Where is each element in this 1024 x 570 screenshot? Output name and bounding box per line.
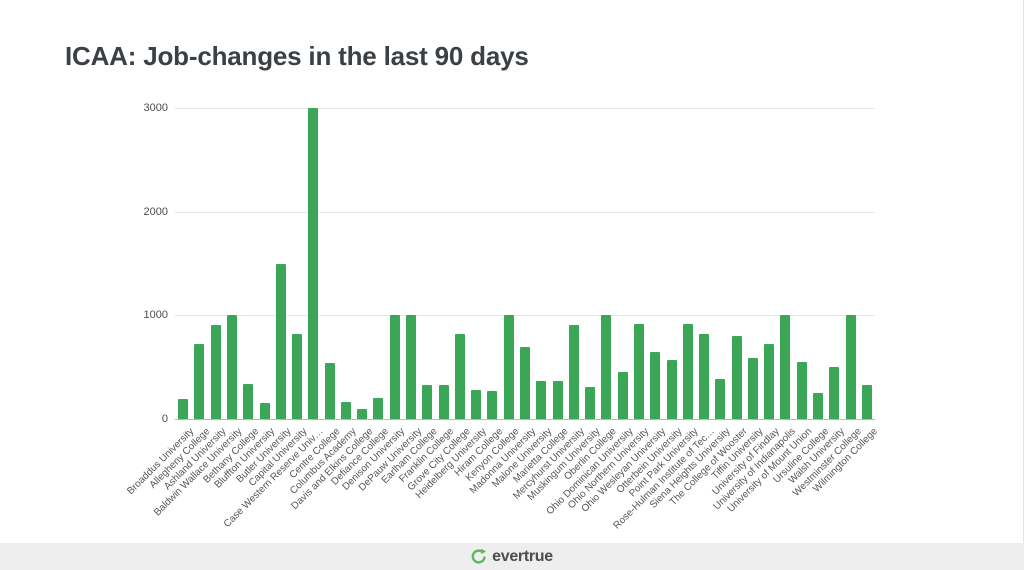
bar bbox=[422, 384, 433, 419]
bar bbox=[585, 386, 596, 419]
gridline bbox=[175, 315, 875, 317]
bar bbox=[764, 344, 775, 419]
bar bbox=[601, 315, 612, 419]
gridline bbox=[175, 108, 875, 109]
bar bbox=[699, 334, 710, 419]
y-tick-label: 2000 bbox=[143, 205, 168, 218]
bar bbox=[715, 378, 726, 419]
evertrue-logo-icon bbox=[471, 548, 488, 565]
bar bbox=[226, 315, 237, 419]
bar bbox=[813, 393, 824, 419]
bar bbox=[617, 372, 628, 419]
bar bbox=[633, 323, 644, 419]
footer-brand-bar: evertrue bbox=[0, 543, 1024, 570]
bar bbox=[178, 399, 189, 419]
bar bbox=[243, 383, 254, 419]
bar bbox=[780, 315, 791, 419]
bar bbox=[259, 403, 270, 419]
page-title: ICAA: Job-changes in the last 90 days bbox=[65, 41, 529, 72]
bar bbox=[650, 351, 661, 419]
brand-name: evertrue bbox=[492, 547, 553, 565]
bar bbox=[406, 315, 417, 419]
chart-plot-area bbox=[175, 108, 875, 420]
bar bbox=[357, 408, 368, 419]
bar bbox=[373, 398, 384, 419]
bar bbox=[682, 323, 693, 419]
bar bbox=[503, 315, 514, 419]
bar bbox=[552, 380, 563, 419]
bar bbox=[520, 347, 530, 419]
bar bbox=[308, 108, 319, 419]
bar bbox=[731, 336, 742, 419]
bar bbox=[747, 357, 758, 419]
bar bbox=[487, 391, 498, 419]
bar bbox=[829, 367, 840, 419]
gridline bbox=[175, 211, 875, 213]
bar bbox=[438, 384, 449, 419]
bar bbox=[471, 389, 482, 419]
bar bbox=[340, 402, 351, 419]
bar bbox=[210, 324, 221, 419]
bar bbox=[845, 315, 856, 419]
bar bbox=[194, 344, 205, 419]
x-axis-baseline bbox=[175, 419, 875, 420]
bar bbox=[666, 359, 677, 419]
y-tick-label: 3000 bbox=[143, 102, 168, 114]
y-tick-label: 0 bbox=[161, 413, 168, 425]
bar bbox=[536, 380, 547, 419]
bar bbox=[454, 334, 465, 419]
bar bbox=[861, 384, 872, 419]
bar bbox=[389, 315, 400, 419]
bar bbox=[796, 361, 807, 419]
bar bbox=[324, 363, 335, 419]
bar bbox=[275, 263, 286, 419]
bar bbox=[292, 334, 303, 419]
bar bbox=[568, 324, 579, 419]
y-tick-label: 1000 bbox=[143, 309, 168, 322]
